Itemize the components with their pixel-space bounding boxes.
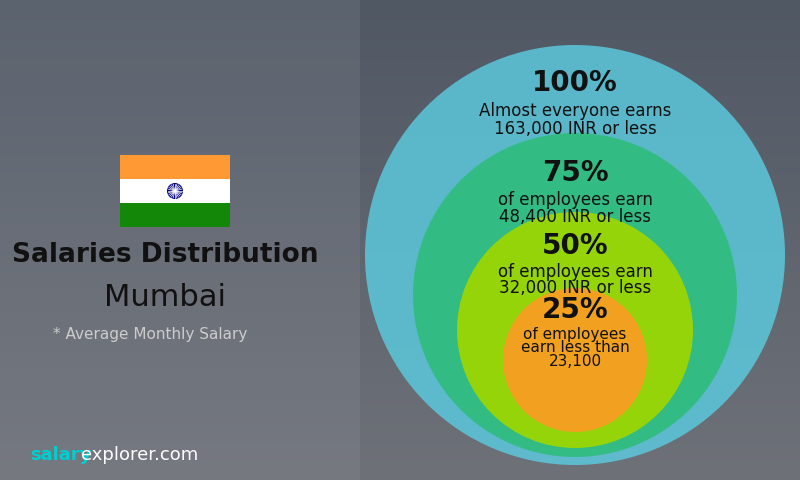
FancyBboxPatch shape <box>120 179 230 203</box>
Text: 163,000 INR or less: 163,000 INR or less <box>494 120 656 138</box>
Text: 25%: 25% <box>542 296 608 324</box>
Text: Almost everyone earns: Almost everyone earns <box>479 102 671 120</box>
Text: 50%: 50% <box>542 232 608 260</box>
Text: 75%: 75% <box>542 159 608 187</box>
Circle shape <box>413 133 737 457</box>
Text: explorer.com: explorer.com <box>81 446 198 464</box>
Text: * Average Monthly Salary: * Average Monthly Salary <box>53 327 247 343</box>
Text: 100%: 100% <box>532 69 618 97</box>
FancyBboxPatch shape <box>120 203 230 227</box>
Text: Mumbai: Mumbai <box>104 284 226 312</box>
Text: of employees earn: of employees earn <box>498 191 653 209</box>
Text: 23,100: 23,100 <box>549 355 602 370</box>
Text: Salaries Distribution: Salaries Distribution <box>12 242 318 268</box>
Text: of employees: of employees <box>523 326 626 341</box>
Circle shape <box>167 183 183 199</box>
Text: of employees earn: of employees earn <box>498 263 653 281</box>
Circle shape <box>503 288 647 432</box>
Text: earn less than: earn less than <box>521 340 630 356</box>
Circle shape <box>457 212 693 448</box>
Circle shape <box>365 45 785 465</box>
Text: 32,000 INR or less: 32,000 INR or less <box>499 279 651 297</box>
Text: 48,400 INR or less: 48,400 INR or less <box>499 208 651 226</box>
FancyBboxPatch shape <box>120 155 230 179</box>
Text: salary: salary <box>30 446 91 464</box>
